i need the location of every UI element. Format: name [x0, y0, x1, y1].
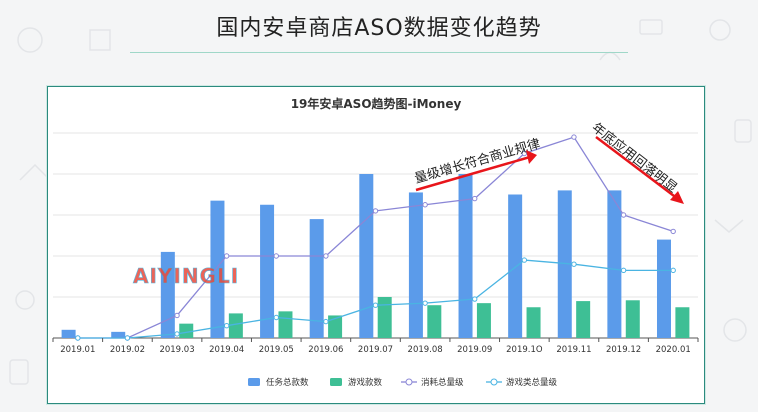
bar-0-7	[408, 192, 423, 338]
x-tick-label: 2019.07	[358, 345, 393, 355]
x-tick-label: 2020.01	[656, 345, 691, 355]
line-point-0-9	[521, 150, 528, 157]
line-point-0-6	[372, 208, 379, 214]
annotation-decline: 年底应用回落明显	[589, 120, 681, 197]
bar-0-12	[656, 239, 671, 338]
chart-bars	[61, 174, 690, 338]
line-point-0-3	[223, 253, 230, 259]
bar-0-4	[260, 204, 275, 338]
bar-1-4	[278, 311, 293, 338]
line-point-0-8	[472, 195, 478, 202]
annotation-growth-arrow	[415, 155, 531, 192]
line-point-1-2	[174, 331, 180, 337]
legend-marker-2	[401, 378, 417, 386]
bar-1-8	[476, 303, 491, 338]
bar-1-7	[427, 305, 442, 338]
line-point-1-11	[620, 267, 627, 274]
chart-card: 19年安卓ASO趋势图-iMoney 2019.01 2019.02 2019.03…	[47, 86, 705, 404]
bar-0-0	[61, 329, 76, 338]
line-point-1-1	[124, 335, 131, 341]
x-tick-label: 2019.01	[60, 345, 95, 355]
x-tick-label: 2019.08	[408, 345, 443, 355]
bar-0-2	[160, 251, 175, 338]
x-tick-label: 2019.11	[556, 345, 591, 355]
legend-label-2: 消耗总量级	[421, 377, 464, 388]
line-point-1-6	[372, 302, 379, 308]
bar-0-11	[607, 190, 622, 338]
chart-annotations: 量级增长符合商业规律 年底应用回落明显	[413, 120, 684, 204]
line-point-1-3	[223, 323, 230, 329]
legend-label-1: 游戏款数	[348, 377, 383, 388]
legend-marker-0	[248, 378, 260, 386]
bar-1-10	[576, 301, 591, 338]
line-point-0-7	[422, 202, 428, 208]
bar-1-2	[179, 323, 194, 338]
watermark: AIYINGLI	[133, 264, 239, 288]
legend-label-0: 任务总款数	[266, 377, 309, 388]
chart-title: 19年安卓ASO趋势图-iMoney	[291, 96, 462, 111]
x-tick-label: 2019.09	[457, 345, 492, 355]
x-tick-label: 2019.06	[308, 345, 343, 355]
annotation-decline-arrow	[595, 136, 679, 200]
bar-0-9	[508, 194, 523, 338]
line-point-0-11	[620, 212, 627, 218]
slide-title: 国内安卓商店ASO数据变化趋势	[216, 16, 542, 41]
annotation-growth: 量级增长符合商业规律	[413, 136, 542, 187]
line-point-0-12	[670, 228, 676, 235]
x-tick-label: 2019.03	[159, 345, 194, 355]
legend-marker-1	[330, 378, 342, 386]
line-point-1-0	[75, 335, 81, 341]
bar-1-12	[675, 307, 690, 338]
bar-0-3	[210, 200, 225, 338]
bar-1-3	[228, 313, 243, 338]
bar-0-5	[309, 219, 324, 338]
x-tick-label: 2019.02	[110, 345, 145, 355]
annotation-decline-arrowhead	[670, 191, 684, 204]
line-point-1-4	[273, 314, 279, 321]
bar-1-9	[526, 307, 541, 338]
chart-gridlines	[53, 132, 698, 339]
line-point-0-10	[571, 134, 577, 140]
trend-chart: 19年安卓ASO趋势图-iMoney 2019.01 2019.02 2019.03…	[52, 96, 699, 388]
annotation-growth-arrowhead	[526, 150, 537, 164]
x-tick-label: 2019.04	[209, 345, 244, 355]
bar-1-6	[377, 297, 392, 338]
x-tick-label: 2019.1O	[506, 345, 543, 355]
line-point-1-5	[323, 318, 329, 325]
chart-legend: 任务总款数 游戏款数 消耗总量级 游戏类总量级	[248, 377, 558, 388]
line-point-0-5	[323, 253, 329, 259]
bar-1-5	[328, 315, 343, 338]
x-axis: 2019.01 2019.02 2019.03 2019.04 2019.05 2019.…	[52, 338, 699, 355]
bar-0-8	[458, 174, 473, 338]
bar-0-6	[359, 174, 374, 338]
line-point-1-8	[472, 296, 478, 302]
line-point-1-9	[521, 257, 528, 263]
bar-0-10	[557, 190, 572, 338]
line-point-0-2	[174, 312, 180, 319]
chart-lines	[75, 134, 676, 341]
title-divider	[130, 52, 628, 53]
line-point-1-12	[670, 267, 676, 274]
x-tick-label: 2019.12	[606, 345, 641, 355]
legend-label-3: 游戏类总量级	[506, 377, 558, 388]
line-point-1-7	[422, 300, 428, 306]
line-point-0-4	[273, 253, 279, 259]
bar-1-11	[625, 300, 640, 338]
x-tick-label: 2019.05	[259, 345, 294, 355]
line-point-1-10	[571, 261, 577, 267]
bar-0-1	[111, 331, 126, 338]
legend-marker-3	[486, 378, 502, 386]
